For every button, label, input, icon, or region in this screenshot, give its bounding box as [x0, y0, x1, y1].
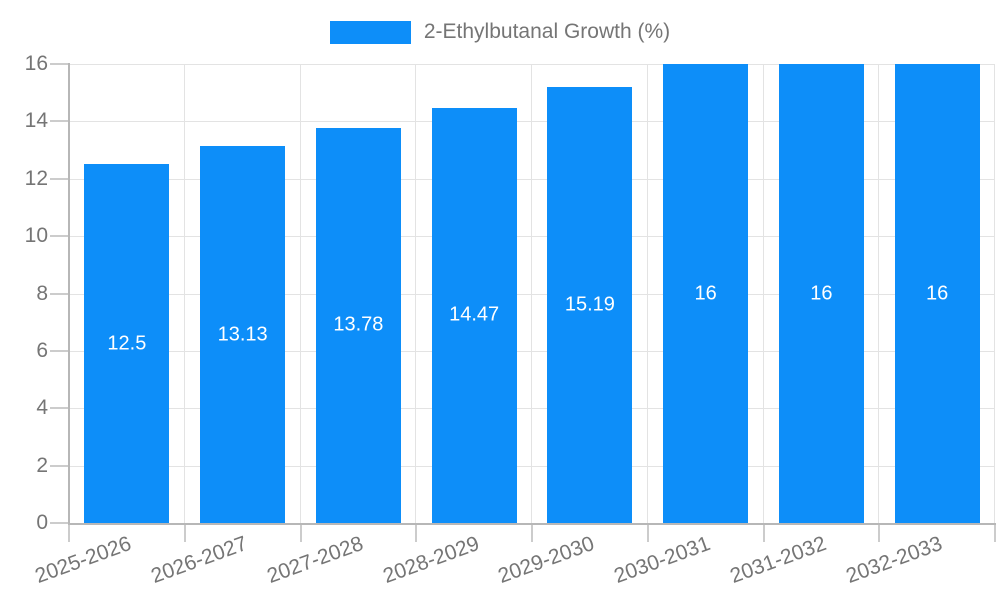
y-tick-label: 16 — [24, 52, 48, 75]
x-axis-line — [68, 523, 996, 525]
bar[interactable]: 12.5 — [84, 164, 170, 523]
x-tick-mark — [531, 525, 533, 542]
y-axis-line — [68, 63, 70, 524]
y-tick-mark — [50, 407, 68, 410]
y-tick-mark — [50, 63, 68, 65]
bar-value-label: 14.47 — [449, 303, 500, 326]
x-tick-mark — [646, 525, 649, 542]
bar[interactable]: 13.78 — [315, 127, 401, 523]
y-tick-label: 6 — [36, 338, 48, 362]
y-tick-label: 10 — [24, 224, 48, 248]
gridline-horizontal — [69, 350, 995, 352]
gridline-vertical — [994, 64, 995, 523]
gridline-vertical — [415, 64, 417, 523]
y-tick-mark — [50, 349, 68, 352]
gridline-vertical — [646, 64, 648, 523]
x-tick-mark — [762, 525, 765, 542]
x-tick-label: 2029-2030 — [495, 532, 598, 588]
x-tick-mark — [299, 525, 302, 542]
gridline-vertical — [531, 64, 532, 523]
x-tick-label: 2025-2026 — [32, 532, 135, 588]
x-tick-label: 2026-2027 — [148, 532, 251, 588]
x-tick-mark — [183, 525, 186, 542]
bar-value-label: 13.78 — [333, 313, 384, 336]
x-tick-label: 2031-2032 — [726, 532, 830, 588]
y-tick-label: 14 — [24, 109, 48, 133]
y-tick-label: 2 — [36, 453, 48, 477]
bar-value-label: 16 — [926, 282, 949, 304]
legend-swatch — [329, 20, 411, 44]
bar-value-label: 15.19 — [564, 293, 615, 316]
bar-value-label: 16 — [810, 282, 833, 304]
plot-area: 12.5 13.13 13.78 14.47 15.19 16 16 16 — [69, 64, 995, 523]
x-tick-label: 2032-2033 — [842, 532, 945, 588]
y-tick-mark — [50, 292, 68, 295]
y-tick-label: 4 — [36, 396, 48, 420]
gridline-horizontal — [69, 236, 995, 238]
bar[interactable]: 16 — [778, 64, 864, 523]
bar[interactable]: 16 — [663, 64, 749, 523]
bar[interactable]: 14.47 — [431, 107, 517, 523]
gridline-vertical — [299, 64, 301, 523]
y-tick-mark — [50, 464, 68, 467]
y-tick-mark — [50, 522, 68, 524]
bar-value-label: 12.5 — [107, 332, 147, 355]
x-tick-mark — [994, 525, 996, 542]
y-tick-label: 8 — [36, 281, 48, 305]
gridline-vertical — [878, 64, 880, 523]
x-tick-mark — [878, 525, 881, 542]
x-tick-label: 2028-2029 — [379, 532, 482, 588]
chart-legend: 2-Ethylbutanal Growth (%) — [0, 20, 1000, 44]
y-tick-mark — [50, 177, 68, 180]
legend-label: 2-Ethylbutanal Growth (%) — [423, 20, 671, 43]
x-tick-mark — [68, 525, 70, 542]
bar-value-label: 13.13 — [217, 323, 268, 346]
gridline-horizontal — [69, 64, 995, 65]
y-tick-label: 12 — [24, 166, 48, 190]
bar-value-label: 16 — [694, 282, 717, 304]
gridline-horizontal — [69, 121, 995, 123]
gridline-horizontal — [69, 293, 995, 295]
bar[interactable]: 16 — [894, 64, 980, 523]
y-tick-mark — [50, 120, 68, 123]
bar[interactable]: 15.19 — [547, 87, 633, 523]
gridline-vertical — [183, 64, 185, 523]
gridline-horizontal — [69, 408, 995, 410]
y-tick-label: 0 — [36, 511, 48, 534]
x-tick-mark — [415, 525, 418, 542]
gridline-horizontal — [69, 465, 995, 467]
y-tick-mark — [50, 235, 68, 238]
bar[interactable]: 13.13 — [200, 146, 286, 523]
x-tick-label: 2027-2028 — [263, 532, 367, 588]
gridline-vertical — [762, 64, 764, 523]
gridline-horizontal — [69, 178, 995, 180]
x-tick-label: 2030-2031 — [611, 532, 714, 588]
